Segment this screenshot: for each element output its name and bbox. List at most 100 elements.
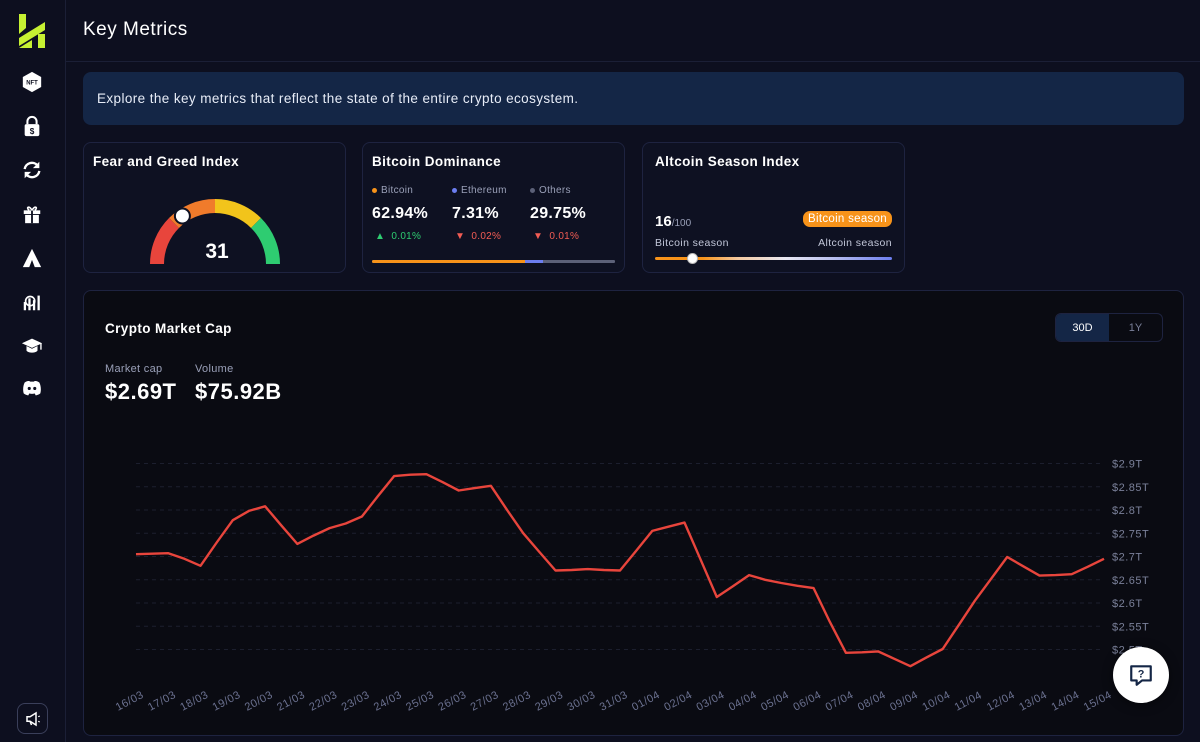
bitcoin-pct: 62.94%	[372, 205, 429, 222]
others-change: ▼ 0.01%	[533, 231, 579, 242]
graduation-cap-icon[interactable]	[20, 334, 44, 358]
bitcoin-season-label: Bitcoin season	[655, 237, 729, 249]
legend-dot-others	[530, 188, 535, 193]
gauge-segment-greed	[214, 199, 261, 229]
legend-label-ethereum: Ethereum	[461, 185, 507, 196]
altcoin-title: Altcoin Season Index	[655, 154, 800, 169]
bitcoin-change: ▲ 0.01%	[375, 231, 421, 242]
x-tick-label: 05/04	[759, 689, 791, 714]
arrow-down-icon: ▼	[533, 231, 544, 242]
lock-dollar-icon[interactable]: $	[20, 114, 44, 138]
dominance-segment-bitcoin	[372, 260, 525, 263]
top-bar: Key Metrics	[66, 0, 1200, 62]
x-tick-label: 03/04	[695, 689, 727, 714]
legend-label-others: Others	[539, 185, 571, 196]
help-chat-button[interactable]: ?	[1113, 647, 1169, 703]
ethereum-change-value: 0.02%	[471, 231, 502, 242]
discord-icon[interactable]	[20, 376, 44, 400]
x-tick-label: 06/04	[791, 689, 823, 714]
altcoin-season-card[interactable]: Altcoin Season Index 16/100 Bitcoin seas…	[642, 142, 905, 273]
gauge-marker	[173, 207, 191, 225]
others-pct: 29.75%	[530, 205, 587, 222]
altcoin-score-max: /100	[671, 218, 692, 229]
legend-dot-ethereum	[452, 188, 457, 193]
y-tick-label: $2.85T	[1112, 482, 1149, 494]
logo-icon[interactable]	[17, 14, 47, 48]
altcoin-season-label: Altcoin season	[818, 237, 892, 249]
info-banner: Explore the key metrics that reflect the…	[83, 72, 1184, 125]
x-tick-label: 02/04	[662, 689, 694, 714]
x-tick-label: 20/03	[243, 689, 275, 714]
volume-label: Volume	[195, 363, 234, 375]
legend-others: Others	[530, 185, 571, 196]
x-tick-label: 19/03	[211, 689, 243, 714]
refresh-icon[interactable]	[20, 158, 44, 182]
y-tick-label: $2.7T	[1112, 552, 1143, 564]
x-tick-label: 16/03	[114, 689, 146, 714]
fear-greed-value: 31	[205, 240, 229, 263]
market-cap-card: $2.9T $2.85T $2.8T $2.75T $2.7T $2.65T $2.6T $2…	[83, 290, 1184, 736]
x-tick-label: 09/04	[888, 689, 920, 714]
x-tick-label: 12/04	[985, 689, 1017, 714]
gauge-segment-extreme-fear	[150, 218, 180, 265]
legend-ethereum: Ethereum	[452, 185, 507, 196]
altcoin-score: 16/100	[655, 213, 691, 230]
dominance-title: Bitcoin Dominance	[372, 154, 502, 169]
ethereum-change: ▼ 0.02%	[455, 231, 501, 242]
fear-greed-title: Fear and Greed Index	[93, 154, 240, 169]
fear-greed-card[interactable]: Fear and Greed Index 31	[83, 142, 346, 273]
x-tick-label: 28/03	[501, 689, 533, 714]
x-tick-label: 30/03	[566, 689, 598, 714]
gift-icon[interactable]	[20, 202, 44, 226]
range-toggle: 30D 1Y	[1055, 313, 1163, 342]
market-cap-line	[135, 473, 1105, 668]
megaphone-button[interactable]	[17, 703, 48, 734]
altcoin-score-value: 16	[655, 213, 672, 230]
x-tick-label: 04/04	[727, 689, 759, 714]
x-tick-label: 14/04	[1050, 689, 1082, 714]
x-tick-label: 26/03	[436, 689, 468, 714]
svg-text:$: $	[30, 127, 35, 136]
y-tick-label: $2.6T	[1112, 598, 1143, 610]
nft-icon[interactable]: NFT	[20, 70, 44, 94]
svg-text:NFT: NFT	[26, 80, 38, 86]
x-tick-label: 29/03	[533, 689, 565, 714]
dominance-bar	[372, 260, 615, 263]
sidebar: NFT $	[0, 0, 66, 742]
altcoin-season-bar	[655, 257, 892, 260]
range-30d-button[interactable]: 30D	[1056, 314, 1109, 341]
x-tick-label: 23/03	[340, 689, 372, 714]
legend-dot-bitcoin	[372, 188, 377, 193]
market-cap-title: Crypto Market Cap	[105, 321, 232, 336]
x-tick-label: 22/03	[307, 689, 339, 714]
market-cap-value: $2.69T	[105, 379, 177, 404]
x-tick-label: 15/04	[1082, 689, 1114, 714]
x-tick-label: 13/04	[1017, 689, 1049, 714]
fear-greed-gauge	[150, 199, 280, 265]
arrow-up-icon: ▲	[375, 231, 386, 242]
x-tick-label: 17/03	[146, 689, 178, 714]
analytics-icon[interactable]	[20, 290, 44, 314]
x-tick-label: 18/03	[178, 689, 210, 714]
season-badge: Bitcoin season	[803, 211, 892, 227]
range-1y-button[interactable]: 1Y	[1128, 321, 1143, 334]
x-tick-label: 24/03	[372, 689, 404, 714]
ethereum-pct: 7.31%	[452, 205, 499, 222]
market-cap-chart: $2.9T $2.85T $2.8T $2.75T $2.7T $2.65T $2.6T $2…	[114, 459, 1149, 714]
legend-bitcoin: Bitcoin	[372, 185, 413, 196]
y-tick-label: $2.8T	[1112, 505, 1143, 517]
banner-text: Explore the key metrics that reflect the…	[97, 91, 579, 106]
y-tick-label: $2.65T	[1112, 575, 1149, 587]
arrow-down-icon: ▼	[455, 231, 466, 242]
x-tick-label: 25/03	[404, 689, 436, 714]
aave-icon[interactable]	[20, 246, 44, 270]
dominance-segment-ethereum	[524, 260, 543, 263]
altcoin-season-marker	[687, 253, 699, 264]
x-tick-label: 07/04	[824, 689, 856, 714]
x-tick-label: 01/04	[630, 689, 662, 714]
volume-value: $75.92B	[195, 379, 282, 404]
bitcoin-dominance-card[interactable]: Bitcoin Dominance Bitcoin Ethereum Other…	[362, 142, 625, 273]
y-tick-label: $2.75T	[1112, 528, 1149, 540]
x-tick-label: 21/03	[275, 689, 307, 714]
megaphone-icon	[25, 711, 40, 726]
